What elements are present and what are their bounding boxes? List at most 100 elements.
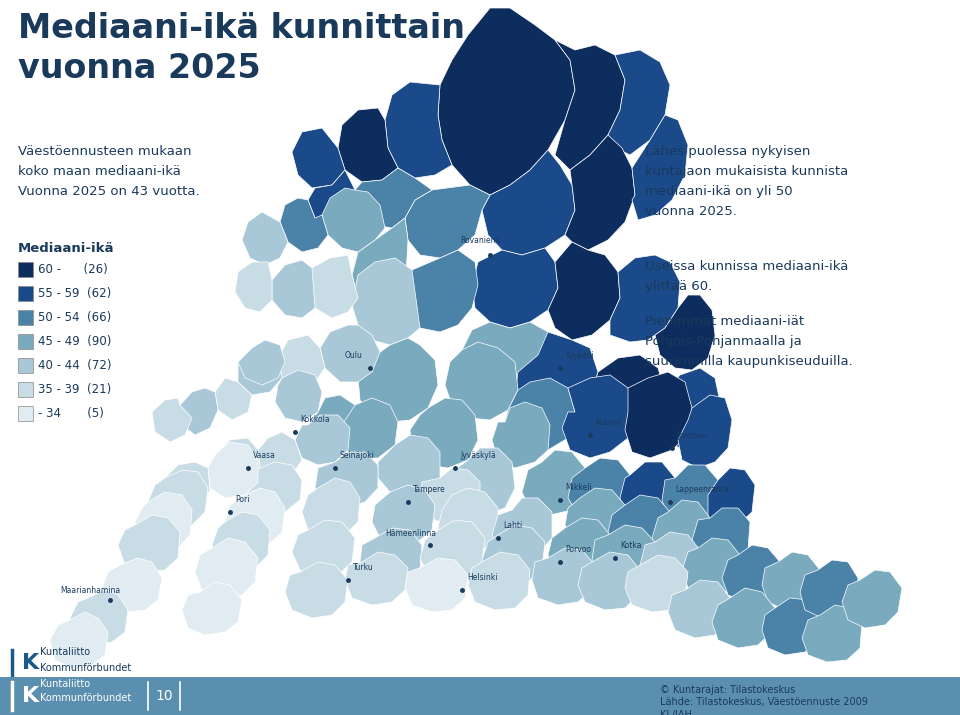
Polygon shape — [555, 40, 625, 170]
Bar — [18, 358, 33, 373]
Text: Kokkola: Kokkola — [300, 415, 329, 424]
Polygon shape — [238, 340, 285, 385]
Polygon shape — [562, 375, 635, 458]
Polygon shape — [135, 492, 192, 550]
Polygon shape — [682, 538, 740, 595]
Polygon shape — [345, 552, 408, 605]
Text: Lähde: Tilastokeskus, Väestöennuste 2009
KL/JAH: Lähde: Tilastokeskus, Väestöennuste 2009… — [660, 697, 868, 715]
Text: Joensuu: Joensuu — [677, 431, 708, 440]
Polygon shape — [802, 605, 862, 662]
Polygon shape — [608, 50, 670, 155]
Polygon shape — [308, 170, 360, 228]
Polygon shape — [410, 398, 478, 468]
Polygon shape — [565, 488, 625, 548]
Polygon shape — [218, 438, 260, 485]
Polygon shape — [492, 498, 552, 558]
Text: Kommunförbundet: Kommunförbundet — [40, 663, 132, 673]
Polygon shape — [452, 448, 515, 515]
Polygon shape — [148, 470, 208, 528]
Polygon shape — [292, 520, 355, 578]
Polygon shape — [322, 188, 385, 252]
Polygon shape — [280, 198, 328, 252]
Polygon shape — [632, 115, 688, 220]
Polygon shape — [315, 452, 378, 508]
Text: Maarianhamina: Maarianhamina — [60, 586, 120, 595]
Polygon shape — [70, 590, 128, 645]
Polygon shape — [378, 435, 440, 498]
Text: Jyväskylä: Jyväskylä — [460, 451, 495, 460]
Text: K: K — [22, 686, 39, 706]
Polygon shape — [208, 442, 258, 498]
Polygon shape — [722, 545, 780, 602]
Polygon shape — [548, 518, 610, 578]
Polygon shape — [692, 508, 750, 565]
Polygon shape — [522, 450, 585, 515]
Polygon shape — [420, 520, 485, 582]
Polygon shape — [278, 335, 325, 388]
Text: 10: 10 — [156, 689, 173, 703]
Polygon shape — [180, 388, 218, 435]
Polygon shape — [360, 528, 422, 585]
Polygon shape — [275, 370, 322, 422]
Polygon shape — [152, 398, 192, 442]
Polygon shape — [610, 255, 680, 342]
Polygon shape — [302, 478, 360, 538]
Text: Kuopio: Kuopio — [595, 418, 621, 427]
Text: Kommunförbundet: Kommunförbundet — [40, 693, 132, 703]
Text: Turku: Turku — [353, 563, 373, 572]
Text: Kotka: Kotka — [620, 541, 641, 550]
Polygon shape — [708, 468, 755, 528]
Polygon shape — [492, 402, 550, 468]
Text: vuonna 2025: vuonna 2025 — [18, 52, 261, 85]
Text: 45 - 49  (90): 45 - 49 (90) — [38, 335, 111, 348]
Text: Kuntaliitto: Kuntaliitto — [40, 647, 90, 657]
Polygon shape — [762, 598, 820, 655]
Text: Oulu: Oulu — [345, 351, 363, 360]
Polygon shape — [235, 262, 272, 312]
Polygon shape — [285, 562, 348, 618]
Polygon shape — [358, 338, 438, 422]
Bar — [18, 310, 33, 325]
Polygon shape — [658, 368, 720, 448]
Polygon shape — [800, 560, 858, 618]
Text: K: K — [22, 653, 39, 673]
Polygon shape — [668, 580, 730, 638]
Polygon shape — [165, 462, 210, 508]
Text: Lahti: Lahti — [503, 521, 522, 530]
Bar — [18, 334, 33, 349]
Polygon shape — [308, 395, 358, 448]
Text: Väestöennusteen mukaan
koko maan mediaani-ikä
Vuonna 2025 on 43 vuotta.: Väestöennusteen mukaan koko maan mediaan… — [18, 145, 200, 198]
Bar — [18, 382, 33, 397]
Polygon shape — [640, 532, 700, 590]
Polygon shape — [405, 185, 490, 258]
Polygon shape — [338, 108, 398, 182]
Polygon shape — [372, 485, 435, 545]
Polygon shape — [438, 8, 575, 195]
Text: - 34       (5): - 34 (5) — [38, 407, 104, 420]
Polygon shape — [212, 512, 270, 570]
Polygon shape — [352, 218, 408, 308]
Polygon shape — [462, 322, 548, 395]
Text: 35 - 39  (21): 35 - 39 (21) — [38, 383, 111, 396]
Polygon shape — [608, 495, 670, 558]
Polygon shape — [472, 248, 558, 328]
Polygon shape — [320, 325, 380, 382]
Polygon shape — [308, 255, 358, 318]
Polygon shape — [578, 552, 640, 610]
Bar — [18, 406, 33, 421]
Text: Rovaniemi: Rovaniemi — [460, 236, 500, 245]
Polygon shape — [625, 372, 692, 458]
Polygon shape — [50, 612, 108, 668]
Polygon shape — [468, 552, 530, 610]
Polygon shape — [620, 462, 675, 522]
Polygon shape — [565, 135, 635, 250]
Text: Tampere: Tampere — [413, 485, 445, 494]
Text: Mediaani-ikä: Mediaani-ikä — [18, 242, 114, 255]
Text: Mediaani-ikä kunnittain: Mediaani-ikä kunnittain — [18, 12, 465, 45]
Polygon shape — [385, 82, 452, 178]
Polygon shape — [102, 558, 162, 612]
Polygon shape — [295, 415, 350, 465]
Text: Seinäjoki: Seinäjoki — [340, 451, 374, 460]
Text: Pienimmät mediaani-iät
Pohjois-Pohjanmaalla ja
suurimmilla kaupunkiseuduilla.: Pienimmät mediaani-iät Pohjois-Pohjanmaa… — [645, 315, 852, 368]
Text: Pori: Pori — [235, 495, 250, 504]
